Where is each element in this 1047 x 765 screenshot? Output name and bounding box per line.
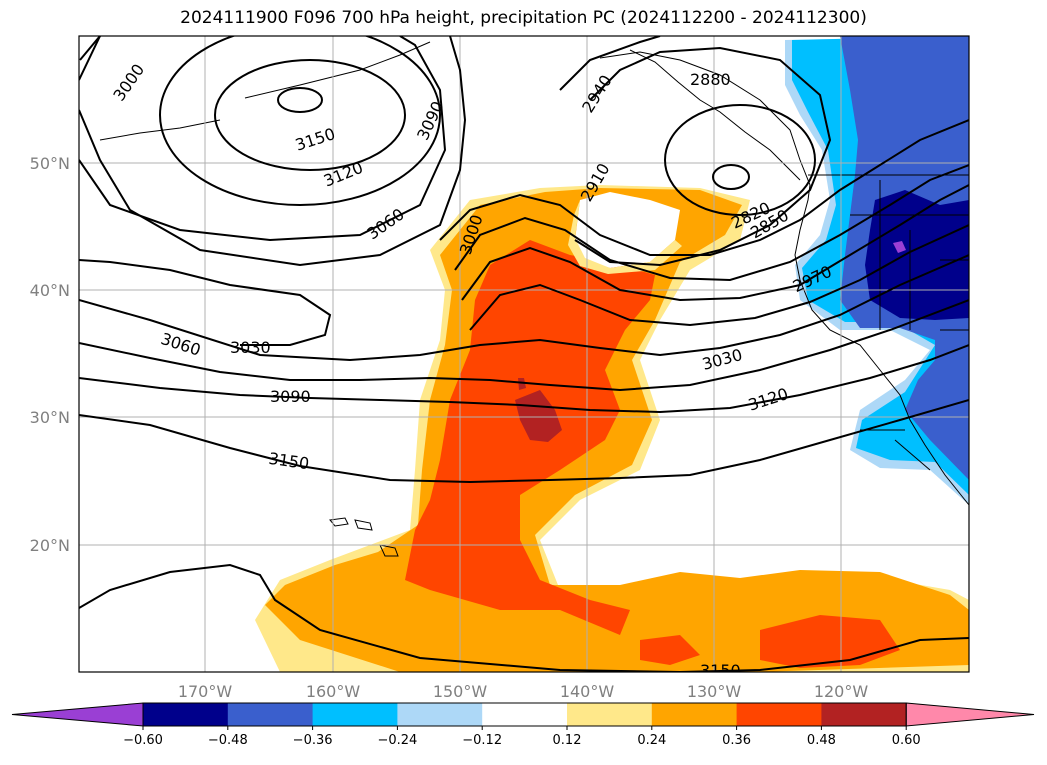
colorbar-tick-label: −0.12 [462,733,502,748]
contour-label: 3090 [270,387,311,406]
precip-positive-shading [255,185,969,672]
colorbar-extend-low [11,702,144,727]
contour-label: 3150 [700,661,741,680]
height-contours [79,36,969,672]
colorbar-cell [227,703,314,726]
colorbar-tick-label: 0.12 [553,733,582,748]
lat-tick-label: 20°N [30,536,70,555]
colorbar-tick-label: 0.48 [807,733,836,748]
colorbar-cell [143,703,229,726]
lon-tick-label: 140°W [560,682,615,701]
lat-tick-label: 50°N [30,154,70,173]
colorbar-extend-high [905,702,1035,727]
colorbar-cell [651,703,738,726]
colorbar-tick-label: −0.60 [123,733,163,748]
map-title: 2024111900 F096 700 hPa height, precipit… [180,8,867,28]
colorbar-cell [821,703,907,726]
lon-tick-label: 160°W [306,682,361,701]
lat-tick-label: 40°N [30,281,70,300]
lat-tick-label: 30°N [30,408,70,427]
contour-label: 2880 [690,70,731,89]
lon-tick-label: 120°W [814,682,869,701]
colorbar-frame [142,702,907,727]
map-panel: 3000 3150 3090 3120 3060 2940 2880 2910 … [79,36,969,680]
lon-tick-label: 170°W [178,682,233,701]
colorbar-cell [736,703,822,726]
colorbar-tick-label: −0.24 [377,733,417,748]
coastlines [99,41,969,557]
colorbar-cell [397,703,483,726]
lon-tick-label: 130°W [687,682,742,701]
map-frame [78,35,970,673]
lon-tick-labels: 170°W 160°W 150°W 140°W 130°W 120°W [178,682,869,701]
colorbar: −0.60 −0.48 −0.36 −0.24 −0.12 0.12 0.24 0.36 0.4… [11,702,1035,748]
colorbar-tick-label: −0.48 [208,733,248,748]
contour-label: 3030 [230,338,271,357]
colorbar-tick-label: 0.24 [637,733,666,748]
lon-tick-label: 150°W [433,682,488,701]
colorbar-tick-label: 0.36 [722,733,751,748]
colorbar-tick-label: −0.36 [293,733,333,748]
lat-tick-labels: 50°N 40°N 30°N 20°N [30,154,70,555]
colorbar-cell [567,703,653,726]
colorbar-cell [482,703,568,726]
colorbar-tick-label: 0.60 [892,733,921,748]
colorbar-cell [312,703,398,726]
